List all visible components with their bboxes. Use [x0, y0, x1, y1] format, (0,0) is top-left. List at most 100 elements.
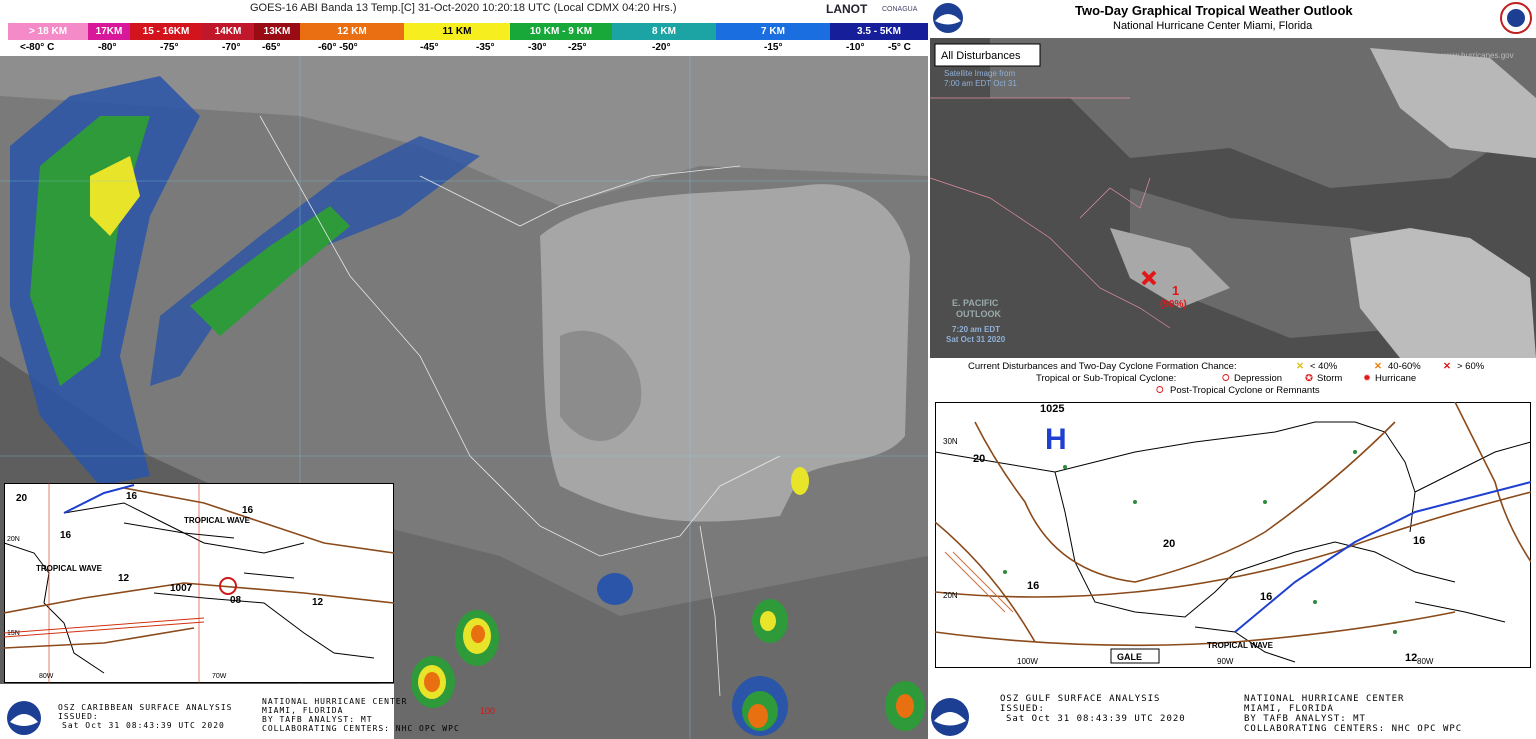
legend-text: > 60% — [1457, 361, 1485, 372]
height-key: 8 KM — [612, 23, 716, 40]
wave-label: TROPICAL WAVE — [1207, 641, 1274, 650]
legend-text: Tropical or Sub-Tropical Cyclone: — [1036, 373, 1177, 384]
footer-text: OSZ CARIBBEAN SURFACE ANALYSIS — [58, 703, 233, 712]
footer-text: MIAMI, FLORIDA — [1244, 704, 1334, 714]
temp-label: -15° — [764, 42, 783, 53]
height-key: 14KM — [202, 23, 254, 40]
high-label: H — [1045, 423, 1067, 456]
footer-text: Sat Oct 31 08:43:39 UTC 2020 — [1006, 714, 1186, 724]
outlook-subtitle: National Hurricane Center Miami, Florida — [1113, 20, 1313, 32]
footer-text: ISSUED: — [1000, 704, 1045, 714]
legend-text: Depression — [1234, 373, 1283, 384]
footer-text: ISSUED: — [58, 712, 99, 721]
legend-text: Storm — [1317, 373, 1343, 384]
gulf-analysis: 1025 H 30N 20 20 16 20N 16 16 12 100W 90… — [935, 402, 1531, 668]
height-key: 7 KM — [716, 23, 830, 40]
height-key: 10 KM - 9 KM — [510, 23, 612, 40]
isobar-label: 20 — [16, 493, 28, 504]
temp-label: -30° — [528, 42, 547, 53]
isobar-label: 16 — [1027, 580, 1039, 592]
outlook-title: Two-Day Graphical Tropical Weather Outlo… — [1075, 3, 1353, 18]
height-key: 17KM — [88, 23, 130, 40]
pressure-label: 08 — [230, 595, 242, 606]
satellite-image: 100 — [0, 56, 928, 739]
outlook-map: All Disturbances Satellite Image from 7:… — [930, 38, 1536, 358]
caribbean-analysis: 20 16 16 TROPICAL WAVE 16 TROPICAL WAVE … — [4, 483, 394, 683]
wave-label: TROPICAL WAVE — [36, 564, 103, 573]
isobar-label: 12 — [312, 597, 324, 608]
temp-label: -35° — [476, 42, 495, 53]
goes-title: GOES-16 ABI Banda 13 Temp.[C] 31-Oct-202… — [250, 2, 677, 14]
temp-label: -60° -50° — [318, 42, 358, 53]
temp-label: <-80° C — [20, 42, 55, 53]
lon-label: 90W — [1217, 657, 1234, 666]
temp-label: -80° — [98, 42, 117, 53]
height-key: 3.5 - 5KM — [830, 23, 928, 40]
height-key: 11 KM — [404, 23, 510, 40]
isobar-label: 12 — [1405, 652, 1417, 664]
footer-text: MIAMI, FLORIDA — [262, 706, 344, 715]
legend-text: Post-Tropical Cyclone or Remnants — [1170, 385, 1320, 396]
footer-text: NATIONAL HURRICANE CENTER — [1244, 694, 1405, 704]
temp-label: -5° C — [888, 42, 911, 53]
legend-text: < 40% — [1310, 361, 1338, 372]
noaa-logo — [933, 3, 963, 33]
footer-text: Sat Oct 31 08:43:39 UTC 2020 — [62, 721, 225, 730]
gale-label: GALE — [1117, 652, 1142, 662]
lat-label: 20N — [943, 591, 958, 600]
height-key: 12 KM — [300, 23, 404, 40]
map-label: 100 — [480, 706, 495, 716]
footer-text: COLLABORATING CENTERS: NHC OPC WPC — [262, 724, 460, 733]
system-number: 1 — [1172, 283, 1179, 298]
lon-label: 80W — [39, 673, 54, 680]
caribbean-footer — [0, 684, 394, 739]
height-key: 15 - 16KM — [130, 23, 202, 40]
epac-time: Sat Oct 31 2020 — [946, 335, 1006, 344]
footer-text: OSZ GULF SURFACE ANALYSIS — [1000, 694, 1161, 704]
noaa-logo — [931, 698, 969, 736]
isobar-label: 20 — [973, 453, 985, 465]
footer-text: COLLABORATING CENTERS: NHC OPC WPC — [1244, 724, 1463, 734]
footer-text: NATIONAL HURRICANE CENTER — [262, 697, 408, 706]
footer-text: BY TAFB ANALYST: MT — [262, 715, 373, 724]
logo: LANOT — [826, 2, 868, 16]
epac-label: OUTLOOK — [956, 309, 1001, 319]
isobar-label: 20 — [1163, 538, 1175, 550]
height-key: > 18 KM — [8, 23, 88, 40]
isobar-label: 16 — [242, 505, 254, 516]
isobar-label: 12 — [118, 573, 130, 584]
noaa-logo — [7, 701, 41, 735]
epac-label: E. PACIFIC — [952, 298, 999, 308]
tab-label: All Disturbances — [941, 50, 1021, 62]
lat-label: 20N — [7, 536, 20, 543]
lat-label: 30N — [943, 437, 958, 446]
isobar-label: 16 — [1260, 591, 1272, 603]
temp-label: -10° — [846, 42, 865, 53]
temp-label: -75° — [160, 42, 179, 53]
website: www.hurricanes.gov — [1441, 51, 1514, 60]
temp-label: -45° — [420, 42, 439, 53]
lat-label: 15N — [7, 630, 20, 637]
isobar-label: 16 — [1413, 535, 1425, 547]
epac-time: 7:20 am EDT — [952, 325, 1000, 334]
isobar-label: 16 — [126, 491, 138, 502]
footer-text: BY TAFB ANALYST: MT — [1244, 714, 1366, 724]
height-key: 13KM — [254, 23, 300, 40]
temp-label: -70° — [222, 42, 241, 53]
sat-caption: Satellite Image from — [944, 69, 1015, 78]
pressure-label: 1025 — [1040, 403, 1064, 415]
legend-text: Hurricane — [1375, 373, 1417, 384]
lon-label: 70W — [212, 673, 227, 680]
system-chance: (90%) — [1160, 299, 1187, 310]
legend-text: Current Disturbances and Two-Day Cyclone… — [968, 361, 1237, 372]
pressure-label: 1007 — [170, 583, 193, 594]
temp-label: -65° — [262, 42, 281, 53]
temp-label: -20° — [652, 42, 671, 53]
nws-logo — [1500, 2, 1532, 34]
isobar-label: 16 — [60, 530, 72, 541]
wave-label: TROPICAL WAVE — [184, 516, 251, 525]
logo: CONAGUA — [882, 6, 918, 13]
sat-caption: 7:00 am EDT Oct 31 — [944, 79, 1017, 88]
lon-label: 100W — [1017, 657, 1038, 666]
